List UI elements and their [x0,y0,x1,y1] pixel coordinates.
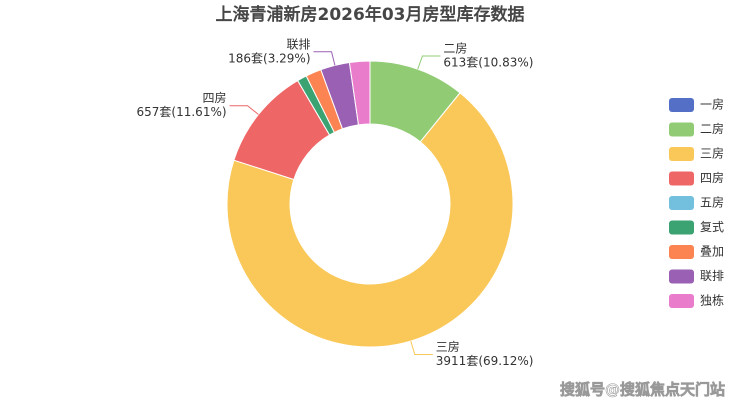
label-line [229,105,259,115]
legend-swatch [669,196,694,210]
slice-label: 657套(11.61%) [137,105,227,119]
slice-name: 联排 [287,37,311,51]
legend-label: 复式 [700,220,724,234]
watermark: 搜狐号@搜狐焦点天门站 [560,381,725,399]
legend-swatch [669,220,694,235]
legend-label: 二房 [700,121,724,136]
legend-label: 三房 [700,146,724,161]
slice-name: 四房 [203,90,227,105]
label-line [410,340,433,355]
legend-swatch [669,122,694,137]
donut-slice [348,60,371,126]
legend-swatch [669,98,694,112]
legend-label: 四房 [700,170,724,185]
donut-slice [226,92,514,348]
legend-swatch [669,294,694,308]
legend-label: 五房 [700,195,724,210]
slice-label: 186套(3.29%) [228,51,310,65]
slice-name: 二房 [443,41,467,56]
slice-label: 613套(10.83%) [443,56,533,70]
legend-swatch [669,147,694,161]
legend-swatch [669,245,694,259]
legend-swatch [669,171,694,186]
slice-label: 3911套(69.12%) [436,354,534,368]
legend-swatch [669,269,694,284]
legend-label: 叠加 [700,245,724,259]
label-line [313,51,336,66]
slice-name: 三房 [436,339,460,354]
label-line [417,55,441,70]
chart-title: 上海青浦新房2026年03月房型库存数据 [216,4,525,25]
legend-label: 独栋 [700,293,724,308]
legend-label: 联排 [700,269,724,283]
legend-label: 一房 [700,97,724,112]
